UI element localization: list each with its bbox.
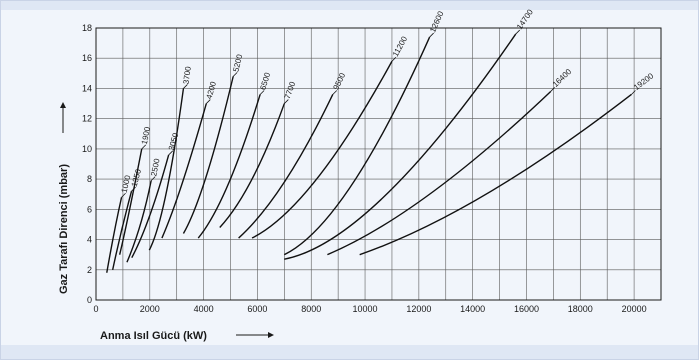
- curve-label: 4200: [205, 80, 219, 100]
- y-tick-label: 8: [87, 174, 92, 184]
- series-curve-1000: [106, 197, 123, 273]
- curve-label-leader: [284, 99, 289, 104]
- curve-label-leader: [515, 29, 520, 35]
- curve-label-leader: [232, 72, 238, 77]
- curve-label: 11200: [391, 34, 410, 58]
- series-curve-7700: [219, 103, 285, 228]
- x-tick-label: 20000: [622, 304, 647, 314]
- curve-label-leader: [183, 84, 188, 89]
- series-curve-9500: [238, 94, 334, 239]
- series-curve-19200: [359, 93, 632, 256]
- x-tick-label: 18000: [568, 304, 593, 314]
- series-curve-6500: [197, 94, 261, 239]
- x-tick-label: 10000: [353, 304, 378, 314]
- y-tick-label: 6: [87, 204, 92, 214]
- y-tick-label: 4: [87, 235, 92, 245]
- curve-label: 12600: [428, 9, 445, 33]
- curve-label: 3700: [182, 65, 193, 84]
- curve-label-leader: [131, 186, 136, 192]
- series-curve-11200: [251, 60, 393, 239]
- curve-label: 7700: [283, 80, 298, 100]
- curve-label: 2500: [149, 157, 161, 177]
- y-tick-label: 2: [87, 265, 92, 275]
- curve-label: 1350: [130, 168, 143, 188]
- y-tick-label: 18: [82, 23, 92, 33]
- x-axis-arrowhead: [268, 332, 274, 338]
- x-tick-label: 6000: [247, 304, 267, 314]
- series-curve-16400: [327, 90, 552, 256]
- curve-label-leader: [550, 87, 555, 92]
- y-tick-label: 12: [82, 114, 92, 124]
- curve-label-leader: [206, 99, 211, 104]
- series-curve-4200: [161, 103, 207, 239]
- grid: [95, 27, 662, 301]
- x-tick-label: 14000: [460, 304, 485, 314]
- y-tick-label: 14: [82, 83, 92, 93]
- x-tick-label: 16000: [514, 304, 539, 314]
- curve-label: 19200: [632, 71, 656, 92]
- y-axis-title: Gaz Tarafı Direnci (mbar): [58, 164, 70, 294]
- x-tick-label: 2000: [140, 304, 160, 314]
- curve-label: 5200: [231, 53, 244, 73]
- y-tick-label: 10: [82, 144, 92, 154]
- curve-label-leader: [121, 192, 126, 198]
- x-tick-label: 4000: [194, 304, 214, 314]
- curves: [106, 33, 632, 273]
- y-tick-label: 0: [87, 295, 92, 305]
- series-curve-12600: [284, 36, 431, 256]
- x-tick-label: 8000: [301, 304, 321, 314]
- curve-label: 1900: [140, 126, 152, 146]
- series-curve-1350: [111, 191, 133, 270]
- curve-label-leader: [332, 90, 338, 95]
- curve-label: 16400: [551, 67, 574, 89]
- x-tick-labels: 0 2000 4000 6000 8000 10000 12000 14000 16000 180…: [93, 304, 646, 314]
- curve-label-leader: [391, 56, 397, 62]
- curve-label-leader: [168, 150, 173, 156]
- x-axis-title: Anma Isıl Gücü (kW): [100, 330, 207, 342]
- plot-border: [95, 27, 662, 301]
- x-tick-label: 12000: [406, 304, 431, 314]
- series-curve-2500: [126, 180, 152, 263]
- curve-label: 6500: [258, 71, 272, 91]
- curve-label-leader: [429, 32, 434, 38]
- series-curve-14700: [284, 33, 517, 260]
- curve-label-leader: [141, 144, 147, 150]
- y-tick-labels: 0 2 4 6 8 10 12 14 16 18: [82, 23, 92, 305]
- series-curve-3700: [148, 88, 185, 251]
- series-curve-1900: [118, 148, 143, 255]
- curve-label-leader: [259, 90, 265, 95]
- series-curve-5200: [182, 76, 234, 234]
- curve-label: 1000: [120, 174, 133, 194]
- x-tick-label: 0: [93, 304, 98, 314]
- curve-label-leader: [150, 176, 156, 181]
- y-tick-label: 16: [82, 53, 92, 63]
- y-axis-arrowhead: [60, 102, 66, 108]
- curve-label-leader: [631, 90, 636, 95]
- series-curve-3050: [131, 154, 170, 259]
- curve-label: 3050: [167, 131, 181, 151]
